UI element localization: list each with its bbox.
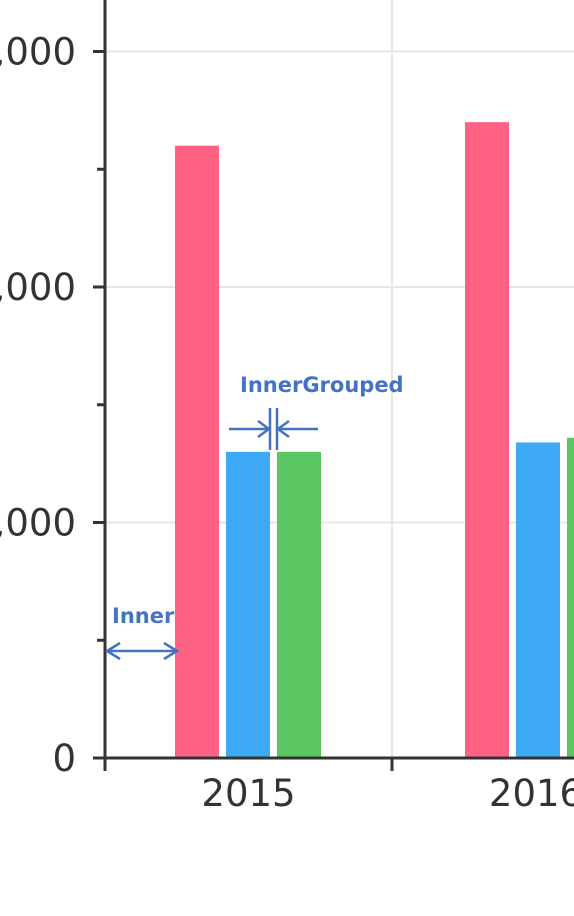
inner-grouped-left-arrow-head [257, 419, 272, 439]
bar-2016-series-1 [465, 122, 509, 758]
y-tick-label: ,000 [0, 266, 76, 309]
y-tick-label: ,000 [0, 31, 76, 74]
inner-annotation-label: Inner [112, 604, 175, 628]
inner-grouped-right-arrow-head [275, 419, 290, 439]
y-tick-label: ,000 [0, 502, 76, 545]
bar-2016-series-2 [516, 442, 560, 758]
bar-2015-series-3 [277, 451, 321, 758]
bar-2016-series-3 [567, 437, 574, 758]
inner-arrow-right-head [163, 641, 180, 661]
x-tick-label: 2015 [201, 772, 295, 815]
bars [175, 122, 574, 758]
bar-2015-series-1 [175, 145, 219, 758]
inner-grouped-spacing-annotation: InnerGrouped [229, 373, 404, 450]
inner-grouped-annotation-label: InnerGrouped [240, 373, 404, 397]
x-tick-label: 2016 [489, 772, 574, 815]
inner-spacing-annotation: Inner [104, 604, 180, 661]
y-tick-label: 0 [52, 737, 76, 780]
axes: 0 ,000 ,000 ,000 2015 2016 [0, 0, 574, 815]
inner-arrow-left-head [104, 641, 121, 661]
bar-2015-series-2 [226, 451, 270, 758]
